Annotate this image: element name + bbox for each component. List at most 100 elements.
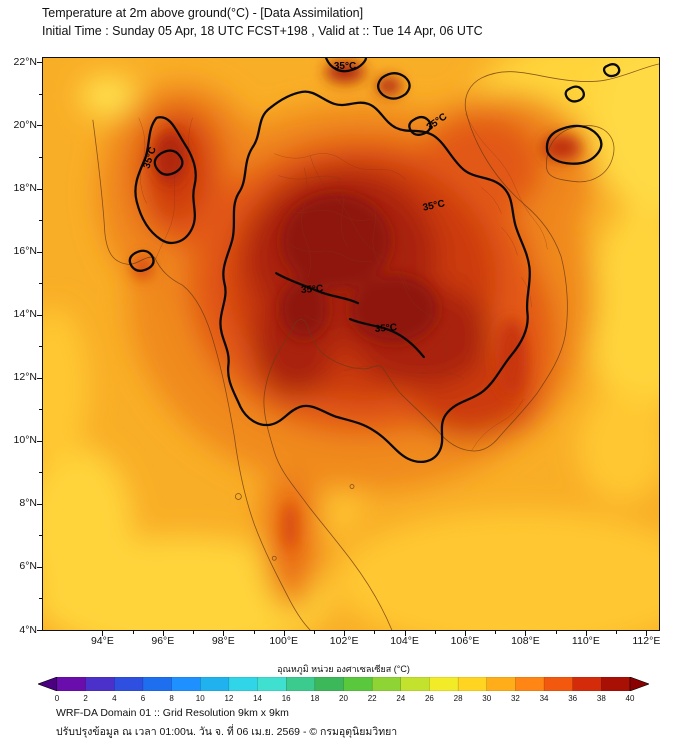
lon-tick-mark — [525, 631, 527, 636]
colorbar-tick-label: 10 — [195, 694, 205, 703]
lon-tick-label: 102°E — [329, 635, 359, 647]
colorbar-segment — [285, 677, 316, 691]
lat-tick-mark — [37, 314, 42, 316]
colorbar-right-arrow — [629, 677, 649, 691]
lon-tick-label: 100°E — [269, 635, 299, 647]
lat-tick-mark — [39, 157, 42, 158]
map-title: Temperature at 2m above ground(°C) - [Da… — [42, 6, 364, 20]
lat-tick-label: 12°N — [13, 371, 37, 384]
colorbar-tick-label: 28 — [453, 694, 463, 703]
lat-tick-mark — [37, 377, 42, 379]
colorbar-segment — [601, 677, 631, 691]
contour-lines-35c — [128, 58, 621, 464]
lon-tick-mark — [162, 631, 164, 636]
lat-tick-label: 20°N — [13, 118, 37, 131]
lat-tick-mark — [37, 566, 42, 568]
lon-tick-mark — [404, 631, 406, 636]
lat-tick-mark — [39, 93, 42, 95]
lat-tick-mark — [37, 440, 42, 442]
lon-tick-label: 98°E — [211, 635, 235, 647]
colorbar-tick-label: 40 — [625, 694, 635, 703]
coastlines — [92, 63, 659, 630]
colorbar-tick-label: 2 — [83, 694, 88, 703]
admin-boundaries — [138, 113, 548, 451]
colorbar-tick-label: 24 — [396, 694, 406, 703]
colorbar-tick-label: 30 — [482, 694, 492, 703]
lon-tick-mark — [495, 631, 497, 634]
colorbar-segment — [228, 677, 259, 691]
colorbar-segment — [114, 677, 144, 691]
lat-tick-mark — [37, 503, 42, 505]
lat-tick-mark — [39, 409, 42, 411]
lon-tick-label: 96°E — [151, 635, 175, 647]
colorbar-segment — [85, 677, 115, 691]
colorbar-segment — [171, 677, 201, 691]
lon-tick-mark — [555, 631, 557, 634]
lat-tick-mark — [39, 220, 42, 222]
colorbar-tick-label: 8 — [169, 694, 174, 703]
colorbar-segment — [572, 677, 602, 691]
colorbar-segment — [515, 677, 545, 691]
lon-tick-mark — [313, 631, 315, 634]
lat-tick-mark — [37, 188, 42, 190]
contour-label: 35°C — [334, 61, 356, 72]
lon-tick-mark — [132, 631, 134, 634]
lat-tick-label: 22°N — [13, 55, 37, 68]
colorbar-segment — [314, 677, 345, 691]
lon-tick-mark — [193, 631, 195, 634]
lat-tick-mark — [39, 535, 42, 537]
footer-update-info: ปรับปรุงข้อมูล ณ เวลา 01:00น. วัน จ. ที่… — [56, 726, 398, 738]
colorbar-segment — [400, 677, 430, 691]
colorbar-segment — [142, 677, 173, 691]
colorbar-tick-label: 6 — [140, 694, 146, 703]
lat-tick-label: 4°N — [19, 623, 37, 636]
lon-tick-mark — [253, 631, 255, 634]
colorbar-segment — [457, 677, 488, 691]
lat-tick-label: 6°N — [19, 560, 37, 573]
lat-tick-label: 10°N — [13, 434, 37, 447]
colorbar-tick-label: 34 — [539, 694, 549, 703]
colorbar-tick-label: 16 — [281, 694, 291, 703]
lat-tick-label: 8°N — [19, 497, 37, 510]
colorbar-tick-label: 22 — [367, 694, 377, 703]
colorbar-segment — [371, 677, 402, 691]
lat-tick-mark — [37, 251, 42, 253]
lon-tick-mark — [465, 631, 467, 636]
colorbar-segment — [343, 677, 373, 691]
colorbar-tick-label: 18 — [310, 694, 320, 703]
lon-tick-label: 106°E — [450, 635, 480, 647]
colorbar-tick-label: 36 — [568, 694, 578, 703]
colorbar-tick-label: 12 — [224, 694, 234, 703]
lon-tick-mark — [585, 631, 587, 636]
colorbar-tick-label: 14 — [253, 694, 262, 703]
map-plot-area: 35°C 35°C 35°C 35°C 35°C 35°C — [42, 57, 660, 631]
colorbar-tick-label: 4 — [112, 694, 117, 703]
footer-model-info: WRF-DA Domain 01 :: Grid Resolution 9km … — [56, 707, 289, 719]
lon-tick-mark — [646, 631, 648, 636]
lat-tick-label: 18°N — [13, 182, 37, 195]
contour-label: 35°C — [301, 283, 324, 296]
colorbar-left-arrow — [38, 677, 58, 691]
contour-label: 35°C — [374, 322, 397, 335]
contour-label: 35°C — [422, 198, 446, 213]
lat-tick-mark — [39, 283, 42, 285]
lat-tick-label: 16°N — [13, 245, 37, 258]
lat-tick-mark — [39, 598, 42, 600]
lon-tick-mark — [102, 631, 104, 636]
colorbar-segment — [257, 677, 287, 691]
lon-tick-mark — [344, 631, 346, 636]
colorbar-segment — [486, 677, 516, 691]
lon-tick-mark — [434, 631, 436, 634]
lon-tick-label: 108°E — [511, 635, 540, 647]
colorbar-tick-label: 20 — [339, 694, 348, 703]
lat-tick-label: 14°N — [13, 308, 37, 321]
temperature-map: 35°C35°C35°C35°C35°C35°C — [43, 58, 659, 630]
colorbar-label: อุณหภูมิ หน่วย องศาเซลเซียส (°C) — [277, 664, 410, 674]
lat-tick-mark — [39, 346, 42, 348]
lon-tick-mark — [616, 631, 618, 634]
lon-tick-label: 112°E — [632, 635, 661, 647]
colorbar-segment — [429, 677, 459, 691]
lon-tick-mark — [374, 631, 376, 634]
colorbar-segment — [543, 677, 574, 691]
